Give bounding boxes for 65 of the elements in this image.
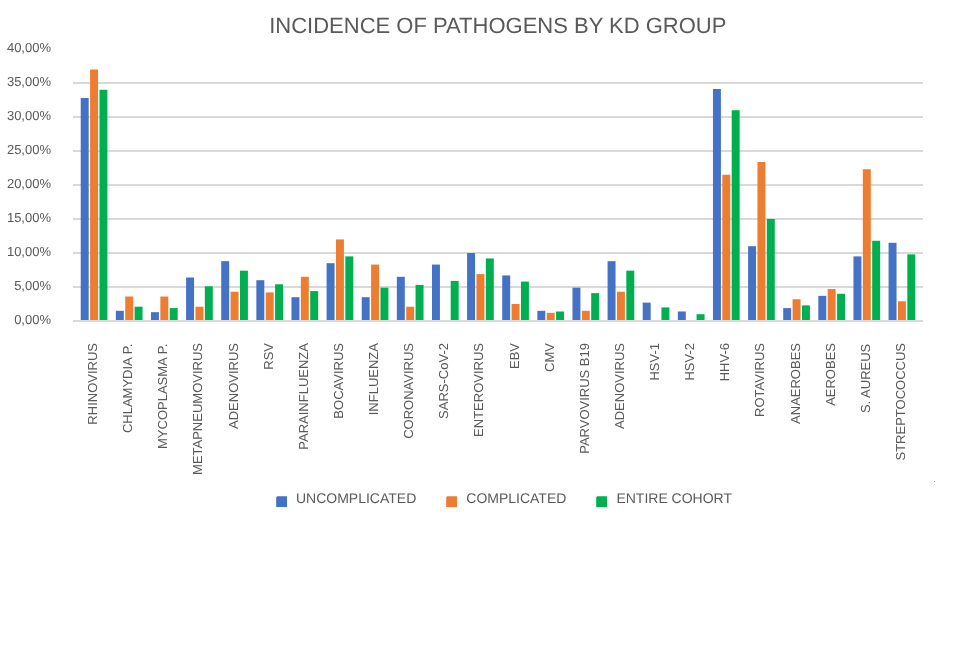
bar	[783, 308, 792, 321]
bar	[415, 284, 424, 321]
bar	[186, 277, 195, 321]
bar	[450, 280, 459, 321]
bar	[221, 261, 230, 321]
bar	[431, 264, 440, 321]
bar	[310, 291, 319, 321]
bar	[642, 302, 651, 321]
bar	[90, 69, 99, 321]
bar	[897, 301, 906, 321]
bar	[406, 306, 415, 321]
bar	[731, 110, 740, 321]
bar	[661, 307, 670, 321]
bar	[204, 286, 213, 321]
bar	[616, 291, 625, 321]
bar	[256, 280, 265, 321]
bar	[125, 296, 134, 321]
bar	[326, 263, 335, 321]
bar	[607, 261, 616, 321]
bar	[80, 97, 89, 321]
bar	[502, 275, 511, 321]
bar	[335, 239, 344, 321]
bar	[345, 256, 354, 321]
bar	[396, 276, 405, 321]
bar	[230, 291, 239, 321]
bar	[801, 305, 810, 321]
bar	[467, 253, 476, 321]
bar	[150, 312, 159, 321]
bar	[722, 174, 731, 321]
bar	[827, 289, 836, 321]
bar	[862, 169, 871, 321]
bar	[626, 270, 635, 321]
bar	[169, 308, 178, 321]
bar	[239, 270, 248, 321]
bar	[766, 219, 775, 321]
bar	[520, 281, 529, 321]
bar	[291, 297, 300, 321]
bar	[677, 311, 686, 321]
bar	[907, 254, 916, 321]
bar	[572, 287, 581, 321]
bar	[485, 258, 494, 321]
bar	[380, 287, 389, 321]
bar	[591, 293, 600, 321]
bar	[837, 293, 846, 321]
bar	[853, 256, 862, 321]
bar	[888, 242, 897, 321]
bar	[792, 299, 801, 321]
bar	[300, 276, 309, 321]
bar	[818, 295, 827, 321]
bar	[872, 240, 881, 321]
chart-title: INCIDENCE OF PATHOGENS BY KD GROUP	[269, 15, 727, 39]
bar	[99, 89, 108, 321]
bar	[511, 304, 520, 321]
bar	[265, 292, 274, 321]
bar	[476, 274, 485, 321]
bar	[195, 306, 204, 321]
bar	[556, 311, 565, 321]
bar	[275, 284, 284, 321]
bar	[361, 297, 370, 321]
bar	[134, 306, 143, 321]
bar	[712, 89, 721, 321]
bar	[371, 264, 380, 321]
bar	[757, 161, 766, 321]
bar	[160, 296, 169, 321]
bar	[748, 246, 757, 321]
